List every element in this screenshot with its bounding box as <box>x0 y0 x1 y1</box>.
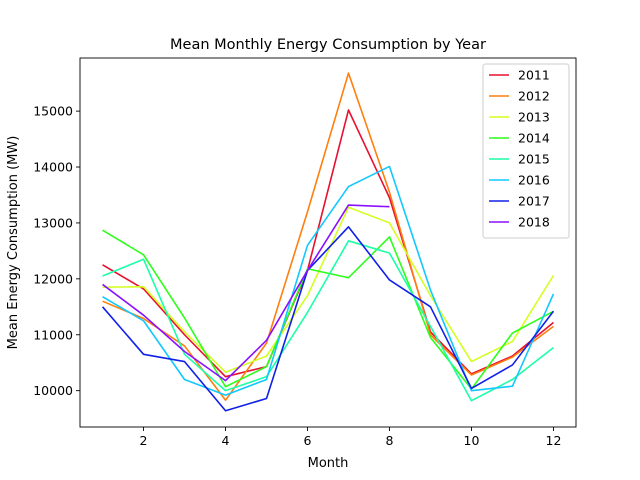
x-tick-label: 8 <box>386 433 394 448</box>
x-tick-label: 10 <box>464 433 480 448</box>
series-line-2013 <box>102 206 555 374</box>
y-axis-ticks: 10000 11000 12000 13000 14000 15000 <box>33 104 80 398</box>
x-tick-label: 6 <box>304 433 312 448</box>
x-tick-label: 12 <box>546 433 562 448</box>
legend-label-2014: 2014 <box>518 131 550 146</box>
y-tick-label: 10000 <box>33 383 73 398</box>
chart-title: Mean Monthly Energy Consumption by Year <box>170 37 486 53</box>
y-axis-label: Mean Energy Consumption (MW) <box>6 136 21 350</box>
x-axis-ticks: 2 4 6 8 10 12 <box>140 427 562 448</box>
series-line-2016 <box>102 165 555 396</box>
series-line-2011 <box>102 109 554 378</box>
x-tick-label: 4 <box>222 433 230 448</box>
series-layer <box>101 72 555 412</box>
y-tick-label: 15000 <box>33 104 73 119</box>
legend-label-2015: 2015 <box>518 152 550 167</box>
y-tick-label: 12000 <box>33 271 73 286</box>
legend-box <box>482 63 570 239</box>
series-line-2012 <box>102 72 554 401</box>
series-line-2018 <box>102 204 390 382</box>
x-axis-label: Month <box>308 456 349 471</box>
legend-label-2013: 2013 <box>518 110 550 125</box>
legend-label-2012: 2012 <box>518 89 550 104</box>
legend-label-2016: 2016 <box>518 173 550 188</box>
y-tick-label: 14000 <box>33 160 73 175</box>
series-line-2015 <box>102 240 554 402</box>
y-tick-label: 11000 <box>33 327 73 342</box>
legend: 2011 2012 2013 2014 2015 2016 2017 2018 <box>482 63 570 239</box>
x-tick-label: 2 <box>140 433 148 448</box>
legend-label-2017: 2017 <box>518 194 550 209</box>
y-tick-label: 13000 <box>33 215 73 230</box>
plot-frame <box>79 57 577 428</box>
legend-label-2018: 2018 <box>518 215 550 230</box>
series-line-2017 <box>101 226 555 412</box>
series-line-2014 <box>102 229 554 390</box>
legend-label-2011: 2011 <box>518 68 550 83</box>
